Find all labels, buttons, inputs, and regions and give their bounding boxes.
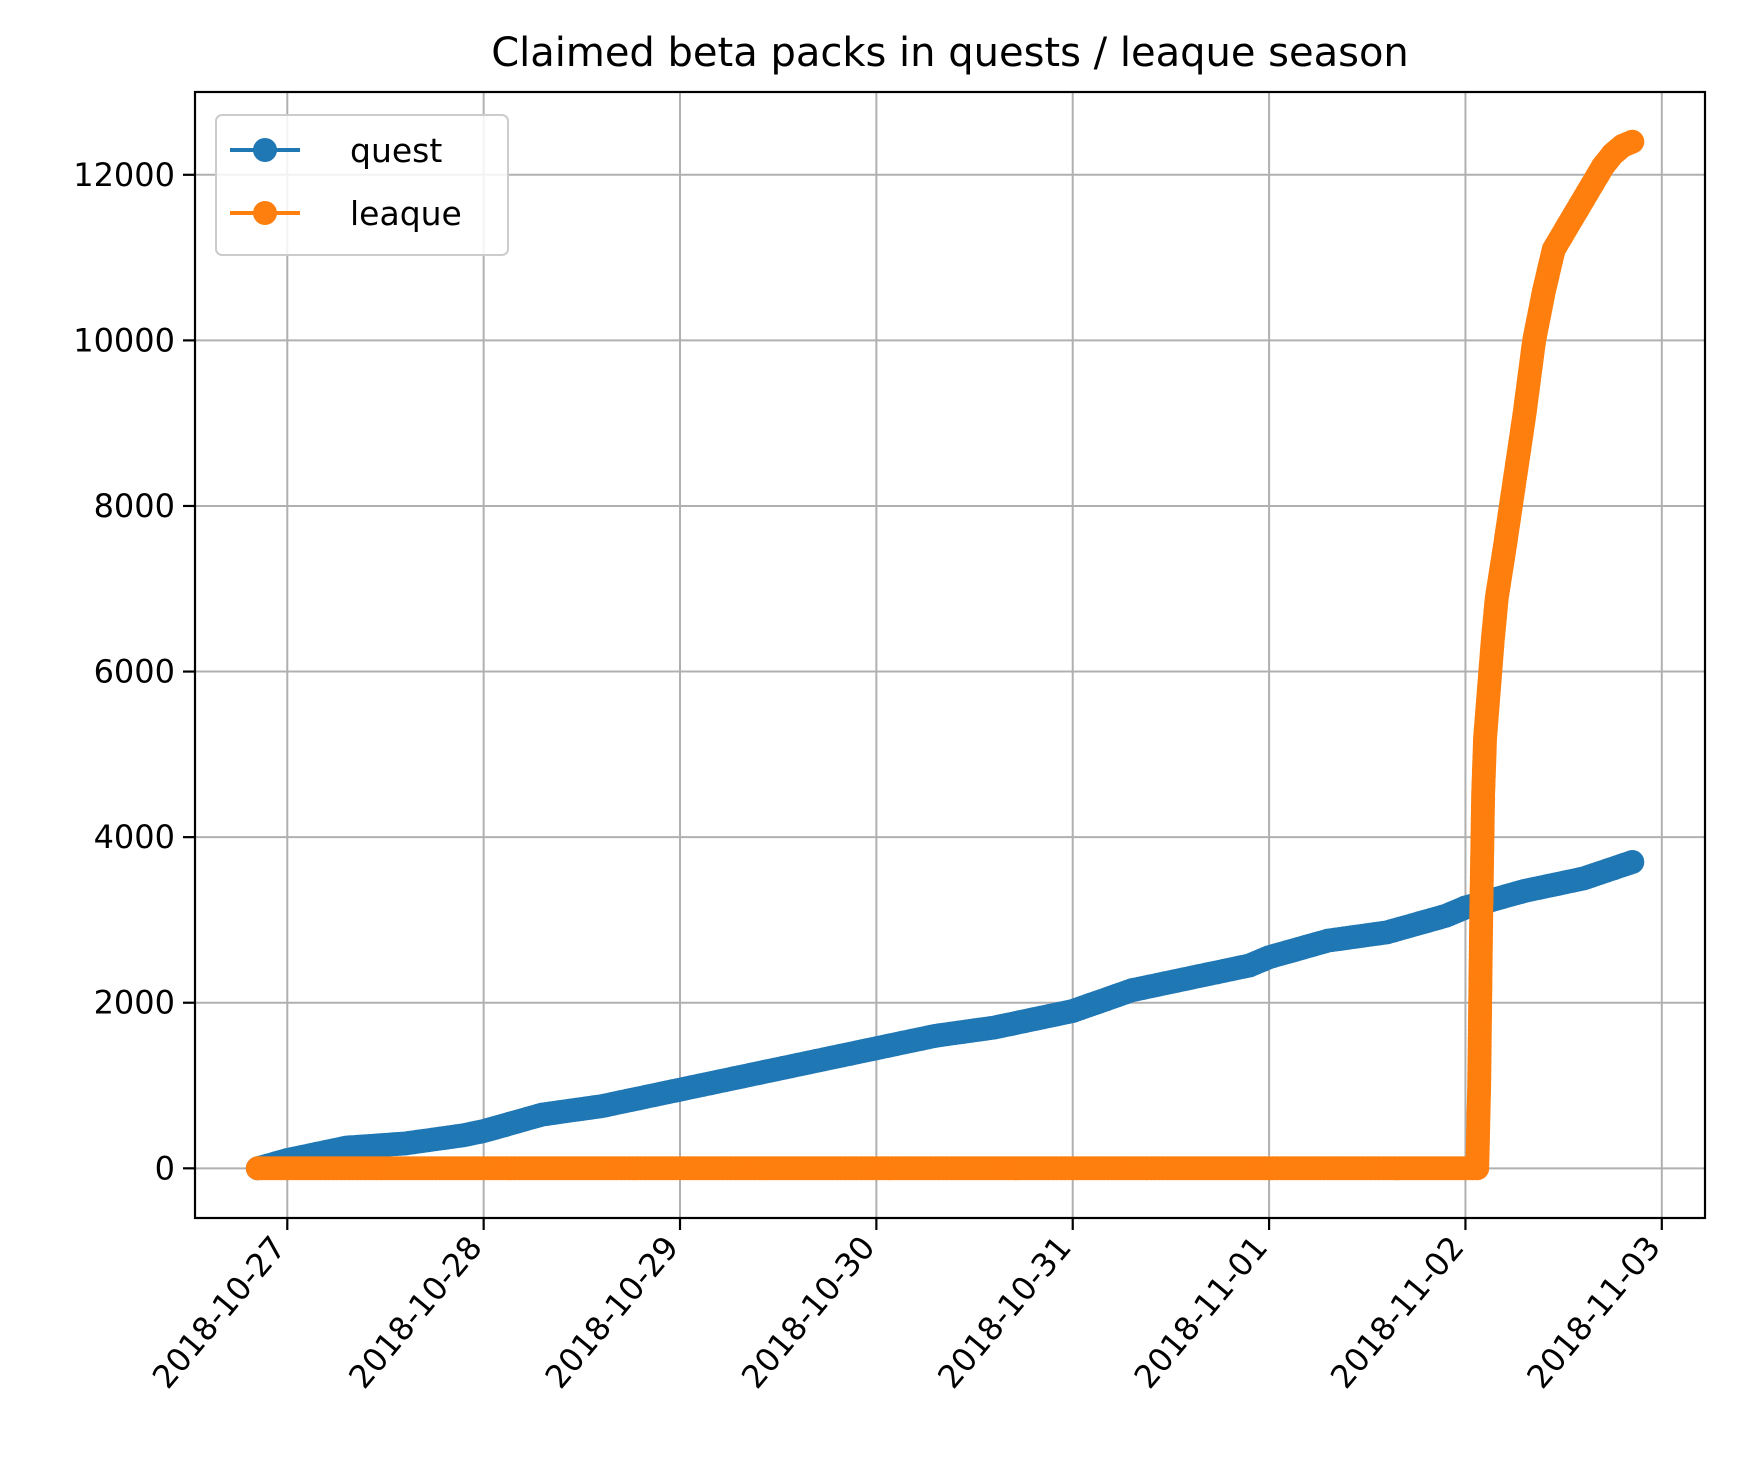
legend-marker-quest xyxy=(253,138,277,162)
data-point-quest xyxy=(1620,850,1645,874)
chart-title: Claimed beta packs in quests / leaque se… xyxy=(491,30,1409,76)
series-leaque xyxy=(245,129,1645,1181)
plot-area-frame xyxy=(193,90,1707,1220)
y-tick-label: 12000 xyxy=(73,156,175,194)
y-tick-label: 0 xyxy=(155,1149,175,1187)
y-tick-label: 2000 xyxy=(94,984,175,1022)
data-point-leaque xyxy=(1620,129,1645,154)
y-axis: 0 2000 4000 6000 8000 10000 12000 xyxy=(73,156,195,1187)
series-group xyxy=(245,129,1645,1181)
y-tick-label: 4000 xyxy=(94,818,175,856)
legend-marker-leaque xyxy=(253,201,277,225)
y-tick-label: 6000 xyxy=(94,653,175,691)
legend-label-leaque: leaque xyxy=(350,194,462,233)
legend: quest leaque xyxy=(215,114,509,256)
y-tick-label: 10000 xyxy=(73,321,175,359)
y-tick-label: 8000 xyxy=(94,487,175,525)
legend-label-quest: quest xyxy=(350,131,442,170)
